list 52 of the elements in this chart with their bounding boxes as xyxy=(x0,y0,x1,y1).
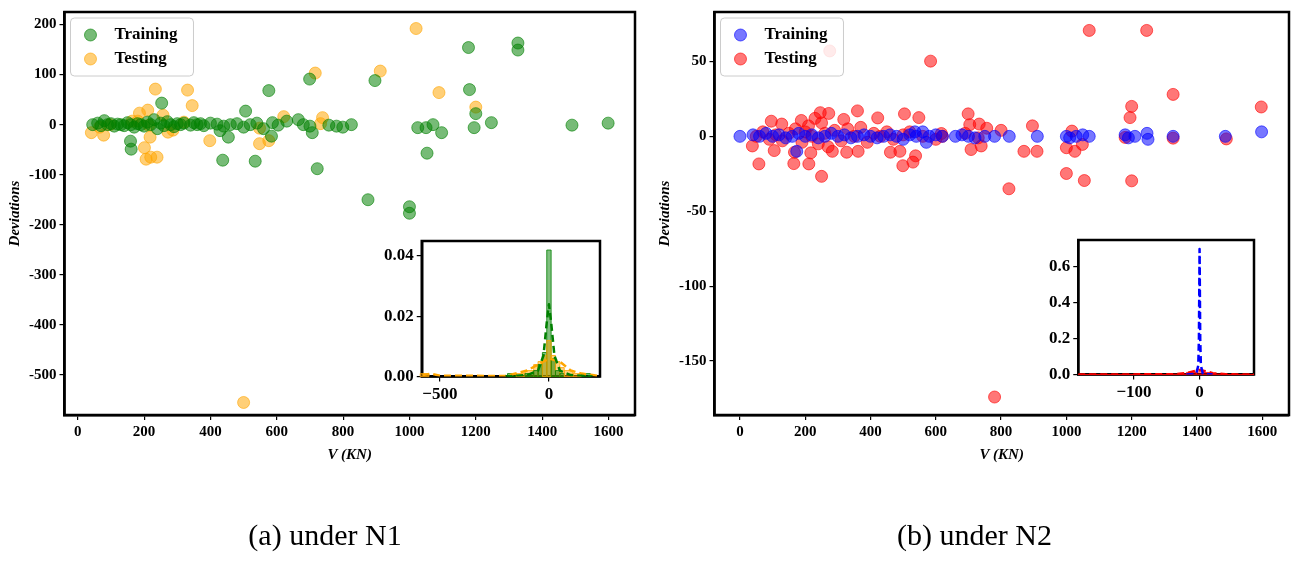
x-tick-label: 1400 xyxy=(1181,422,1212,439)
legend-label: Training xyxy=(114,24,178,44)
legend-label: Testing xyxy=(114,48,168,68)
legend-label: Testing xyxy=(764,48,818,68)
y-tick-label: 0.4 xyxy=(1049,292,1071,312)
x-tick-label: 0 xyxy=(74,422,82,439)
x-axis-title: V (KN) xyxy=(327,445,372,463)
x-tick-label: 400 xyxy=(199,422,222,439)
legend-label: Training xyxy=(764,24,828,44)
x-tick-label: 1200 xyxy=(460,422,491,439)
x-tick-label: 800 xyxy=(331,422,355,439)
x-tick-label: 0 xyxy=(544,384,554,404)
x-tick-label: 800 xyxy=(989,422,1013,439)
y-tick-label: 50 xyxy=(691,52,707,69)
y-tick-label: -400 xyxy=(29,315,57,332)
text: (a) under N1 xyxy=(247,518,403,552)
y-tick-label: 0.02 xyxy=(384,305,414,325)
x-tick-label: 1400 xyxy=(527,422,558,439)
y-tick-label: -50 xyxy=(686,202,707,219)
y-tick-label: 0 xyxy=(49,115,57,132)
y-tick-label: -500 xyxy=(29,365,57,382)
y-tick-label: 0 xyxy=(699,127,707,144)
x-tick-label: 1600 xyxy=(593,422,624,439)
y-tick-label: -300 xyxy=(29,265,57,282)
y-tick-label: -200 xyxy=(29,215,57,232)
y-tick-label: -150 xyxy=(679,351,707,368)
y-tick-label: 0.2 xyxy=(1049,328,1071,348)
x-tick-label: 0 xyxy=(736,422,744,439)
x-tick-label: 400 xyxy=(859,422,882,439)
y-tick-label: 0.6 xyxy=(1049,256,1071,276)
x-tick-label: 200 xyxy=(132,422,156,439)
x-tick-label: 0 xyxy=(1195,382,1204,402)
y-tick-label: 0.04 xyxy=(384,245,415,265)
x-tick-label: 200 xyxy=(793,422,817,439)
x-tick-label: 1200 xyxy=(1116,422,1147,439)
y-tick-label: -100 xyxy=(679,277,707,294)
x-tick-label: 1000 xyxy=(394,422,425,439)
x-tick-label: 600 xyxy=(265,422,289,439)
x-axis-title: V (KN) xyxy=(979,445,1024,463)
y-axis-title: Deviations xyxy=(655,180,672,248)
y-axis-title: Deviations xyxy=(5,180,22,248)
y-tick-label: 200 xyxy=(34,15,57,32)
text: (b) under N2 xyxy=(896,518,1053,552)
y-tick-label: -100 xyxy=(29,165,57,182)
y-tick-label: 0.00 xyxy=(384,365,414,385)
x-tick-label: 1600 xyxy=(1247,422,1278,439)
y-tick-label: 100 xyxy=(34,65,57,82)
x-tick-label: −500 xyxy=(422,384,458,404)
x-tick-label: −100 xyxy=(1116,382,1152,402)
x-tick-label: 1000 xyxy=(1051,422,1082,439)
y-tick-label: 0.0 xyxy=(1049,363,1071,383)
x-tick-label: 600 xyxy=(924,422,948,439)
